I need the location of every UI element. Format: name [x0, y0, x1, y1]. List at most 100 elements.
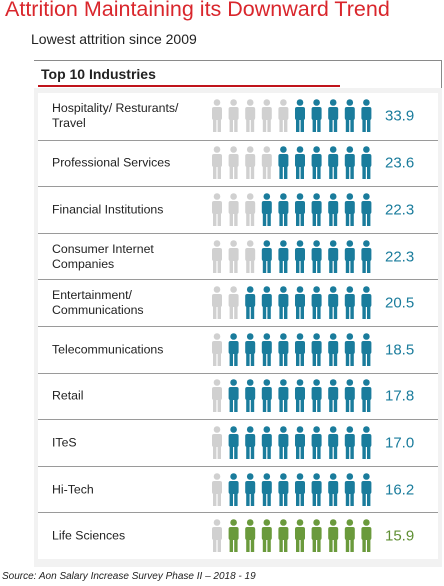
person-icon — [261, 146, 272, 180]
person-icon-highlighted — [245, 379, 256, 413]
header-underline — [38, 85, 340, 87]
page-subtitle: Lowest attrition since 2009 — [31, 31, 197, 47]
person-icon — [228, 286, 239, 320]
person-icon-highlighted — [361, 286, 372, 320]
person-icon — [245, 239, 256, 273]
person-icon-highlighted — [311, 332, 322, 366]
person-icon — [212, 379, 222, 413]
person-icons — [212, 519, 372, 553]
person-icon-highlighted — [328, 472, 339, 506]
person-icon-highlighted — [344, 239, 355, 273]
person-icon-highlighted — [228, 379, 239, 413]
person-icon-highlighted — [328, 426, 339, 459]
person-icon-highlighted — [311, 519, 322, 553]
person-icon-highlighted — [278, 332, 289, 366]
person-icon-highlighted — [295, 239, 305, 273]
attrition-value: 18.5 — [385, 341, 415, 359]
industry-label: Entertainment/ Communications — [52, 288, 144, 318]
person-icon — [212, 99, 222, 133]
person-icon-highlighted — [245, 472, 256, 506]
person-icons — [212, 379, 372, 413]
person-icon-highlighted — [295, 379, 305, 413]
person-icon-highlighted — [228, 519, 239, 553]
person-icon-highlighted — [278, 519, 289, 553]
person-icon-highlighted — [328, 99, 339, 133]
attrition-value: 22.3 — [385, 248, 415, 266]
person-icon — [245, 146, 256, 180]
person-icons — [212, 286, 372, 320]
industry-row: Consumer Internet Companies 22.3 — [38, 232, 438, 280]
chart-header: Top 10 Industries — [34, 60, 442, 88]
person-icon-highlighted — [261, 472, 272, 506]
person-icon — [228, 193, 239, 226]
person-icon-highlighted — [311, 239, 322, 273]
person-icon-highlighted — [261, 332, 272, 366]
person-icons — [212, 332, 372, 366]
industry-label: ITeS — [52, 435, 77, 450]
attrition-value: 22.3 — [385, 201, 415, 219]
person-icon-highlighted — [295, 519, 305, 553]
attrition-value: 17.0 — [385, 434, 415, 452]
person-icon-highlighted — [295, 146, 305, 180]
person-icon-highlighted — [344, 146, 355, 180]
person-icon — [212, 286, 222, 320]
person-icon-highlighted — [344, 286, 355, 320]
person-icon — [261, 99, 272, 133]
person-icon-highlighted — [344, 379, 355, 413]
person-icon-highlighted — [328, 286, 339, 320]
person-icon-highlighted — [278, 193, 289, 226]
person-icon — [278, 99, 289, 133]
attrition-value: 16.2 — [385, 481, 415, 499]
person-icon-highlighted — [328, 146, 339, 180]
attrition-value: 17.8 — [385, 387, 415, 405]
person-icon — [212, 472, 222, 506]
person-icon-highlighted — [344, 519, 355, 553]
person-icon-highlighted — [245, 426, 256, 459]
industry-row: Financial Institutions 22.3 — [38, 186, 438, 233]
person-icon-highlighted — [361, 426, 372, 459]
person-icon-highlighted — [361, 379, 372, 413]
person-icon-highlighted — [278, 239, 289, 273]
person-icon-highlighted — [311, 99, 322, 133]
industry-row: Hi-Tech 16.2 — [38, 465, 438, 513]
attrition-value: 15.9 — [385, 527, 415, 545]
person-icon — [245, 193, 256, 226]
person-icon-highlighted — [311, 472, 322, 506]
person-icons — [212, 239, 372, 273]
person-icon-highlighted — [228, 332, 239, 366]
page-title: Attrition Maintaining its Downward Trend — [5, 0, 390, 21]
person-icon-highlighted — [328, 239, 339, 273]
person-icon-highlighted — [228, 426, 239, 459]
industry-label: Hospitality/ Resturants/ Travel — [52, 101, 179, 131]
industry-label: Life Sciences — [52, 528, 126, 543]
person-icon-highlighted — [328, 519, 339, 553]
person-icon-highlighted — [361, 99, 372, 133]
industry-row: Entertainment/ Communications 20.5 — [38, 279, 438, 326]
person-icon-highlighted — [261, 286, 272, 320]
person-icon-highlighted — [261, 193, 272, 226]
person-icon-highlighted — [328, 193, 339, 226]
person-icon — [212, 519, 222, 553]
industry-row: Professional Services 23.6 — [38, 139, 438, 187]
person-icon-highlighted — [328, 379, 339, 413]
person-icon-highlighted — [344, 426, 355, 459]
industry-row: ITeS 17.0 — [38, 419, 438, 466]
person-icon-highlighted — [245, 332, 256, 366]
industry-label: Telecommunications — [52, 342, 164, 357]
person-icon-highlighted — [278, 426, 289, 459]
attrition-value: 20.5 — [385, 294, 415, 312]
person-icon-highlighted — [295, 193, 305, 226]
person-icon-highlighted — [295, 286, 305, 320]
person-icon-highlighted — [361, 332, 372, 366]
person-icon-highlighted — [344, 332, 355, 366]
person-icon-highlighted — [278, 146, 289, 180]
person-icons — [212, 99, 372, 133]
person-icon-highlighted — [278, 286, 289, 320]
person-icon-highlighted — [361, 472, 372, 506]
person-icons — [212, 193, 372, 226]
chart-header-label: Top 10 Industries — [41, 66, 156, 82]
industry-label: Consumer Internet Companies — [52, 241, 154, 271]
person-icon — [228, 239, 239, 273]
person-icon — [245, 99, 256, 133]
person-icon — [228, 146, 239, 180]
